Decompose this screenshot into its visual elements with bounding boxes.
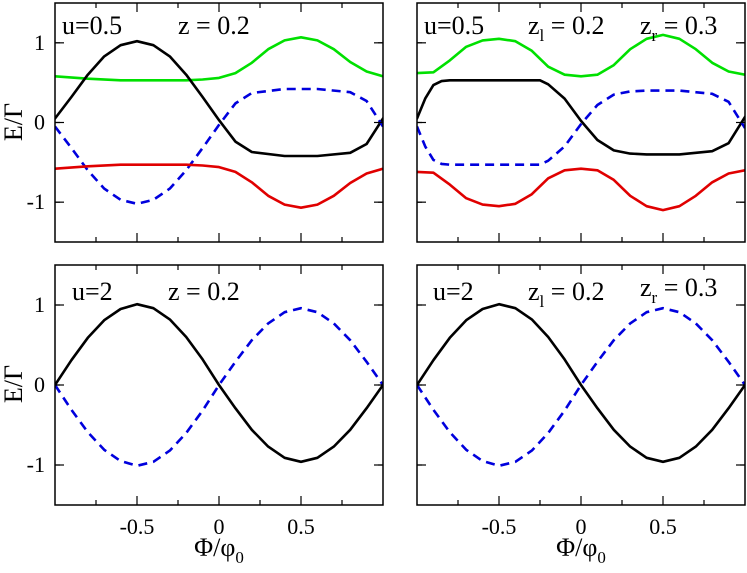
y-tick-label: 0 [34, 372, 45, 397]
annotation-u-0-5: u=0.5 [424, 11, 484, 40]
y-tick-label: -1 [27, 452, 45, 477]
y-axis-label: E/Γ [0, 365, 28, 403]
annotation-z-l-0-2: zl = 0.2 [528, 277, 604, 311]
series-line-1 [55, 36, 383, 82]
panel-top-right: u=0.5 zl = 0.2 zr = 0.3 [416, 2, 746, 243]
annotation-z-r-0-3: zr = 0.3 [640, 11, 717, 45]
series-line-1 [417, 302, 745, 464]
series-line-2 [55, 39, 383, 158]
panel-bottom-left: 1 0 -1 -0.5 0 0.5 u=2 z = 0.2 E/Γ Φ/φ0 [0, 264, 384, 567]
annotation-u-2: u=2 [433, 277, 474, 306]
series-line-2 [417, 306, 745, 468]
series-line-4 [417, 167, 745, 212]
panel-bottom-right: -0.5 0 0.5 u=2 zl = 0.2 zr = 0.3 Φ/φ0 [416, 264, 746, 567]
x-axis-label: Φ/φ0 [556, 533, 606, 567]
series-line-3 [55, 87, 383, 206]
x-tick-label: -0.5 [120, 514, 155, 539]
series-line-1 [417, 33, 745, 78]
x-axis-label: Φ/φ0 [194, 533, 244, 567]
y-tick-label: 1 [34, 292, 45, 317]
y-tick-label: -1 [27, 189, 45, 214]
series-line-2 [55, 306, 383, 468]
x-tick-label: 0.5 [287, 514, 315, 539]
panel-top-left: 1 0 -1 u=0.5 z = 0.2 E/Γ [0, 2, 384, 243]
x-tick-label: 0 [576, 514, 587, 539]
y-tick-label: 0 [34, 110, 45, 135]
series-line-4 [55, 163, 383, 209]
annotation-z-l-0-2: zl = 0.2 [528, 11, 604, 45]
x-tick-label: 0.5 [649, 514, 677, 539]
y-axis-label: E/Γ [0, 103, 28, 141]
x-tick-label: -0.5 [482, 514, 517, 539]
annotation-u-2: u=2 [72, 277, 113, 306]
annotation-z-0-2: z = 0.2 [178, 11, 250, 40]
annotation-z-0-2: z = 0.2 [168, 277, 240, 306]
annotation-u-0-5: u=0.5 [62, 11, 122, 40]
annotation-z-r-0-3: zr = 0.3 [640, 273, 717, 307]
series-line-3 [417, 89, 745, 166]
x-tick-label: 0 [214, 514, 225, 539]
y-tick-label: 1 [34, 30, 45, 55]
series-line-1 [55, 302, 383, 464]
series-line-2 [417, 79, 745, 156]
